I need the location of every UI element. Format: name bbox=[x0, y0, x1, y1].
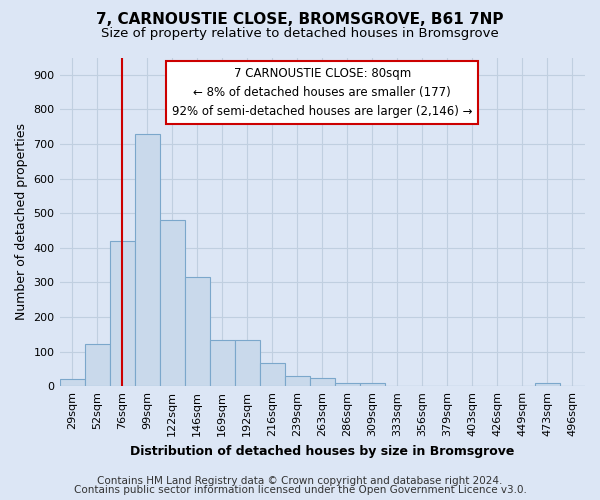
Bar bbox=[85, 344, 110, 386]
Text: 7 CARNOUSTIE CLOSE: 80sqm
← 8% of detached houses are smaller (177)
92% of semi-: 7 CARNOUSTIE CLOSE: 80sqm ← 8% of detach… bbox=[172, 68, 473, 118]
Bar bbox=[260, 363, 285, 386]
Y-axis label: Number of detached properties: Number of detached properties bbox=[15, 124, 28, 320]
Bar bbox=[59, 380, 85, 386]
Bar bbox=[360, 382, 385, 386]
X-axis label: Distribution of detached houses by size in Bromsgrove: Distribution of detached houses by size … bbox=[130, 444, 514, 458]
Text: Contains public sector information licensed under the Open Government Licence v3: Contains public sector information licen… bbox=[74, 485, 526, 495]
Bar bbox=[160, 220, 185, 386]
Text: Contains HM Land Registry data © Crown copyright and database right 2024.: Contains HM Land Registry data © Crown c… bbox=[97, 476, 503, 486]
Bar bbox=[310, 378, 335, 386]
Bar bbox=[335, 382, 360, 386]
Bar bbox=[134, 134, 160, 386]
Bar bbox=[110, 241, 134, 386]
Text: Size of property relative to detached houses in Bromsgrove: Size of property relative to detached ho… bbox=[101, 28, 499, 40]
Bar bbox=[285, 376, 310, 386]
Text: 7, CARNOUSTIE CLOSE, BROMSGROVE, B61 7NP: 7, CARNOUSTIE CLOSE, BROMSGROVE, B61 7NP bbox=[96, 12, 504, 28]
Bar bbox=[235, 340, 260, 386]
Bar bbox=[209, 340, 235, 386]
Bar bbox=[185, 277, 209, 386]
Bar bbox=[535, 382, 560, 386]
